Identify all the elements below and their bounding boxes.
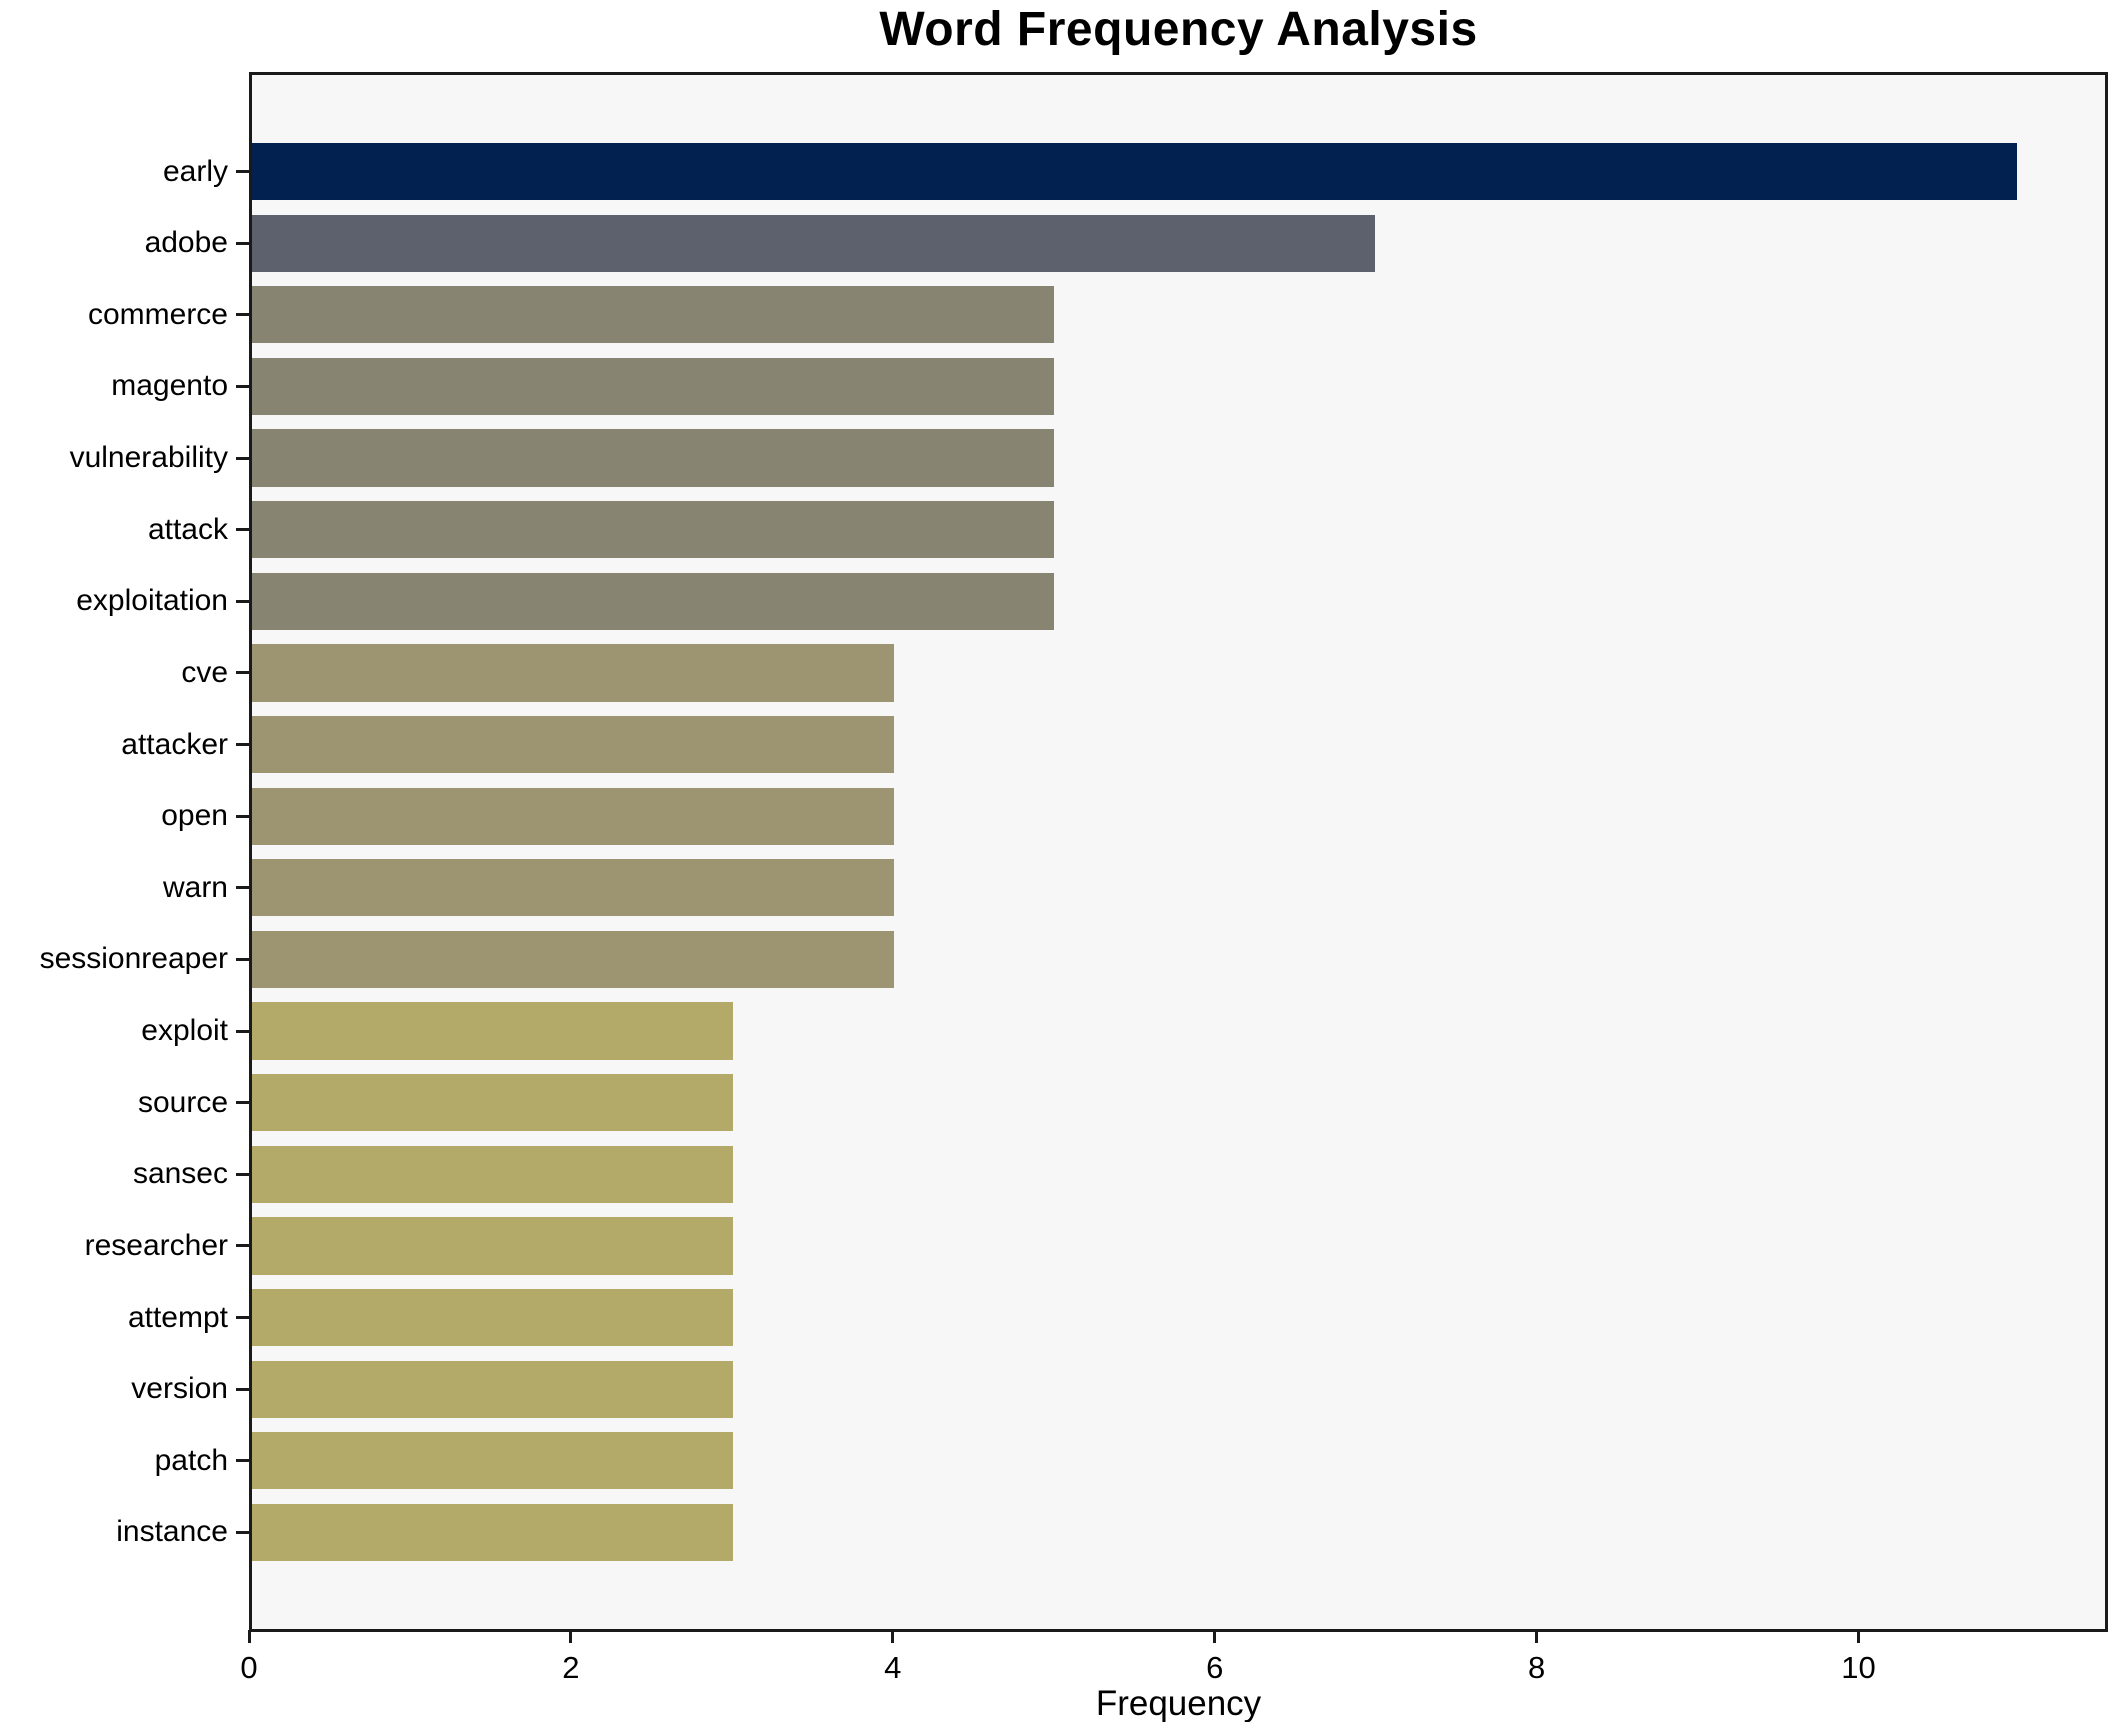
chart-title: Word Frequency Analysis xyxy=(879,3,1478,56)
y-tick-mark xyxy=(236,528,249,532)
bar-sansec xyxy=(252,1145,734,1203)
y-tick-mark xyxy=(236,170,249,174)
bar-attacker xyxy=(252,715,894,774)
y-tick-label-vulnerability: vulnerability xyxy=(69,441,228,475)
bar-open xyxy=(252,787,894,845)
y-tick-mark xyxy=(236,599,249,603)
x-tick-mark xyxy=(247,1630,251,1643)
bar-attack xyxy=(252,501,1055,559)
bar-exploitation xyxy=(252,572,1055,630)
y-tick-label-early: early xyxy=(162,154,228,188)
x-tick-label-10: 10 xyxy=(1841,1650,1876,1685)
bar-instance xyxy=(252,1503,734,1562)
bar-researcher xyxy=(252,1217,734,1275)
y-tick-label-version: version xyxy=(131,1372,228,1406)
plot-area xyxy=(249,72,2108,1632)
x-tick-mark xyxy=(1213,1630,1217,1643)
y-tick-mark xyxy=(236,671,249,675)
y-tick-mark xyxy=(236,1029,249,1033)
y-tick-mark xyxy=(236,384,249,388)
x-tick-mark xyxy=(1535,1630,1539,1643)
y-tick-label-attempt: attempt xyxy=(127,1300,228,1334)
y-tick-label-commerce: commerce xyxy=(87,297,228,331)
bar-cve xyxy=(252,644,894,702)
y-tick-mark xyxy=(236,1387,249,1391)
y-tick-label-sansec: sansec xyxy=(132,1157,228,1191)
y-tick-label-magento: magento xyxy=(111,369,228,403)
y-tick-label-instance: instance xyxy=(116,1515,228,1549)
y-tick-label-attack: attack xyxy=(147,512,228,546)
y-tick-label-sessionreaper: sessionreaper xyxy=(39,942,228,976)
x-tick-mark xyxy=(891,1630,895,1643)
x-tick-label-6: 6 xyxy=(1206,1650,1224,1685)
x-axis-label: Frequency xyxy=(1095,1684,1262,1722)
bar-exploit xyxy=(252,1002,734,1060)
y-tick-label-adobe: adobe xyxy=(144,226,228,260)
y-tick-label-exploit: exploit xyxy=(141,1014,228,1048)
x-tick-label-8: 8 xyxy=(1527,1650,1546,1685)
bar-magento xyxy=(252,357,1055,416)
y-tick-mark xyxy=(236,1101,249,1105)
y-tick-mark xyxy=(236,241,249,245)
y-tick-mark xyxy=(236,743,249,747)
y-tick-mark xyxy=(236,1172,249,1176)
y-tick-mark xyxy=(236,957,249,961)
x-tick-mark xyxy=(569,1630,573,1643)
y-tick-label-open: open xyxy=(161,799,228,833)
bar-sessionreaper xyxy=(252,930,894,989)
bar-attempt xyxy=(252,1288,734,1347)
y-tick-mark xyxy=(236,313,249,317)
bar-adobe xyxy=(252,214,1376,272)
x-tick-label-2: 2 xyxy=(562,1650,580,1685)
y-tick-label-source: source xyxy=(137,1085,228,1119)
y-tick-label-cve: cve xyxy=(181,655,228,689)
y-tick-mark xyxy=(236,814,249,818)
y-tick-mark xyxy=(236,456,249,460)
y-tick-mark xyxy=(236,1316,249,1320)
bar-version xyxy=(252,1360,734,1418)
x-tick-label-4: 4 xyxy=(884,1650,902,1685)
bar-warn xyxy=(252,859,894,917)
y-tick-label-warn: warn xyxy=(162,870,228,904)
bar-commerce xyxy=(252,286,1055,344)
y-tick-label-attacker: attacker xyxy=(121,727,228,761)
y-tick-mark xyxy=(236,886,249,890)
y-tick-label-researcher: researcher xyxy=(84,1228,228,1262)
bar-early xyxy=(252,142,2017,201)
x-tick-mark xyxy=(1857,1630,1861,1643)
y-tick-mark xyxy=(236,1459,249,1463)
y-tick-mark xyxy=(236,1244,249,1248)
y-tick-mark xyxy=(236,1530,249,1534)
y-tick-label-patch: patch xyxy=(154,1443,228,1477)
x-tick-label-0: 0 xyxy=(240,1650,258,1685)
bar-patch xyxy=(252,1432,734,1490)
bar-source xyxy=(252,1074,734,1132)
y-tick-label-exploitation: exploitation xyxy=(76,584,228,618)
bar-vulnerability xyxy=(252,429,1055,487)
